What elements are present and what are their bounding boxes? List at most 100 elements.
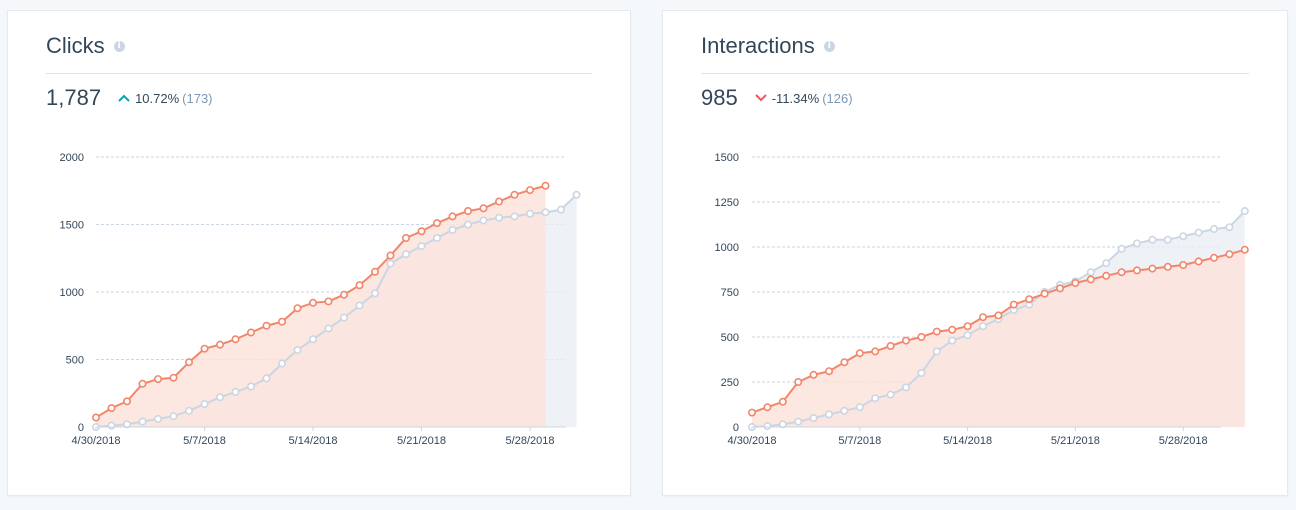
current-data-point	[432, 219, 441, 228]
current-data-point	[963, 322, 972, 331]
current-data-point	[1225, 250, 1234, 259]
interactions-change: -11.34% (126)	[754, 91, 853, 106]
current-data-point	[932, 327, 941, 336]
current-data-point	[247, 328, 256, 337]
previous-data-point	[200, 400, 209, 409]
current-data-point	[169, 373, 178, 382]
current-data-point	[978, 313, 987, 322]
previous-data-point	[525, 209, 534, 218]
previous-data-point	[978, 322, 987, 331]
current-data-point	[308, 298, 317, 307]
previous-data-point	[1102, 259, 1111, 268]
current-data-point	[1040, 289, 1049, 298]
previous-data-point	[1194, 228, 1203, 237]
x-tick-label: 5/7/2018	[838, 435, 881, 447]
current-period-area	[96, 185, 546, 427]
current-data-point	[123, 397, 132, 406]
info-icon[interactable]: i	[823, 40, 835, 52]
current-data-point	[825, 367, 834, 376]
clicks-change: 10.72% (173)	[117, 90, 213, 106]
previous-data-point	[763, 422, 772, 431]
previous-data-point	[1148, 235, 1157, 244]
x-tick-label: 5/21/2018	[1051, 435, 1100, 447]
current-data-point	[1132, 266, 1141, 275]
x-tick-label: 5/28/2018	[1159, 435, 1208, 447]
previous-data-point	[324, 324, 333, 333]
current-data-point	[1071, 278, 1080, 287]
previous-data-point	[932, 347, 941, 356]
current-data-point	[763, 403, 772, 412]
interactions-header: Interactions i	[701, 33, 1249, 74]
previous-data-point	[463, 220, 472, 229]
x-tick-label: 5/21/2018	[397, 435, 446, 447]
current-data-point	[1148, 264, 1157, 273]
current-period-area	[752, 249, 1245, 427]
x-tick-label: 4/30/2018	[72, 435, 121, 447]
previous-data-point	[169, 412, 178, 421]
current-data-point	[401, 234, 410, 243]
y-tick-label: 1500	[60, 220, 84, 232]
clicks-total-value: 1,787	[46, 85, 102, 110]
previous-data-point	[262, 374, 271, 383]
current-data-point	[231, 335, 240, 344]
current-data-point	[370, 267, 379, 276]
current-data-point	[277, 317, 286, 326]
previous-data-point	[448, 225, 457, 234]
previous-data-point	[339, 313, 348, 322]
y-tick-label: 500	[721, 332, 739, 344]
clicks-chart: 0 500 1000 1500 2000 4/30/2018 5/7/2018 5/14/20…	[60, 152, 581, 447]
previous-data-point	[1179, 232, 1188, 241]
current-data-point	[138, 379, 147, 388]
current-data-point	[902, 336, 911, 345]
previous-data-point	[247, 382, 256, 391]
previous-data-point	[1086, 268, 1095, 277]
card-title-text: Interactions	[701, 33, 815, 58]
y-tick-label: 1500	[715, 152, 739, 164]
interactions-change-percent: -11.34%	[771, 90, 820, 106]
current-data-point	[855, 349, 864, 358]
current-data-point	[185, 358, 194, 367]
previous-data-point	[556, 205, 565, 214]
interactions-stat-row: 985 -11.34% (126)	[701, 83, 853, 113]
current-data-point	[262, 321, 271, 330]
previous-data-point	[401, 250, 410, 259]
previous-data-point	[1240, 207, 1249, 216]
current-data-point	[154, 375, 163, 384]
previous-data-point	[417, 242, 426, 251]
y-tick-label: 500	[66, 355, 84, 367]
card-title: Interactions i	[701, 33, 835, 59]
previous-data-point	[510, 212, 519, 221]
interactions-change-absolute: (126)	[822, 90, 853, 106]
clicks-change-absolute: (173)	[182, 90, 213, 106]
previous-data-point	[185, 406, 194, 415]
previous-data-point	[355, 301, 364, 310]
previous-data-point	[293, 346, 302, 355]
current-data-point	[525, 186, 534, 195]
previous-data-point	[794, 417, 803, 426]
current-data-point	[107, 404, 116, 413]
current-data-point	[1102, 271, 1111, 280]
current-data-point	[1009, 300, 1018, 309]
previous-data-point	[370, 289, 379, 298]
previous-data-point	[216, 393, 225, 402]
previous-data-point	[308, 335, 317, 344]
previous-data-point	[917, 368, 926, 377]
current-data-point	[510, 190, 519, 199]
card-title: Clicks i	[46, 33, 125, 59]
previous-data-point	[479, 216, 488, 225]
current-data-point	[200, 344, 209, 353]
interactions-chart: 0 250 500 750 1000 1250 1500 4/30/2018 5/7/2018 5…	[715, 152, 1249, 447]
previous-data-point	[871, 394, 880, 403]
current-data-point	[324, 297, 333, 306]
current-data-point	[1086, 275, 1095, 284]
current-data-point	[886, 341, 895, 350]
interactions-card: 0 250 500 750 1000 1250 1500 4/30/2018 5/7/2018 5…	[662, 10, 1288, 496]
info-icon[interactable]: i	[113, 40, 125, 52]
previous-data-point	[963, 331, 972, 340]
previous-data-point	[948, 336, 957, 345]
interactions-total-value: 985	[701, 85, 738, 110]
y-tick-label: 0	[78, 422, 84, 434]
current-data-point	[871, 347, 880, 356]
previous-data-point	[231, 387, 240, 396]
arrow-down-icon	[755, 94, 767, 102]
